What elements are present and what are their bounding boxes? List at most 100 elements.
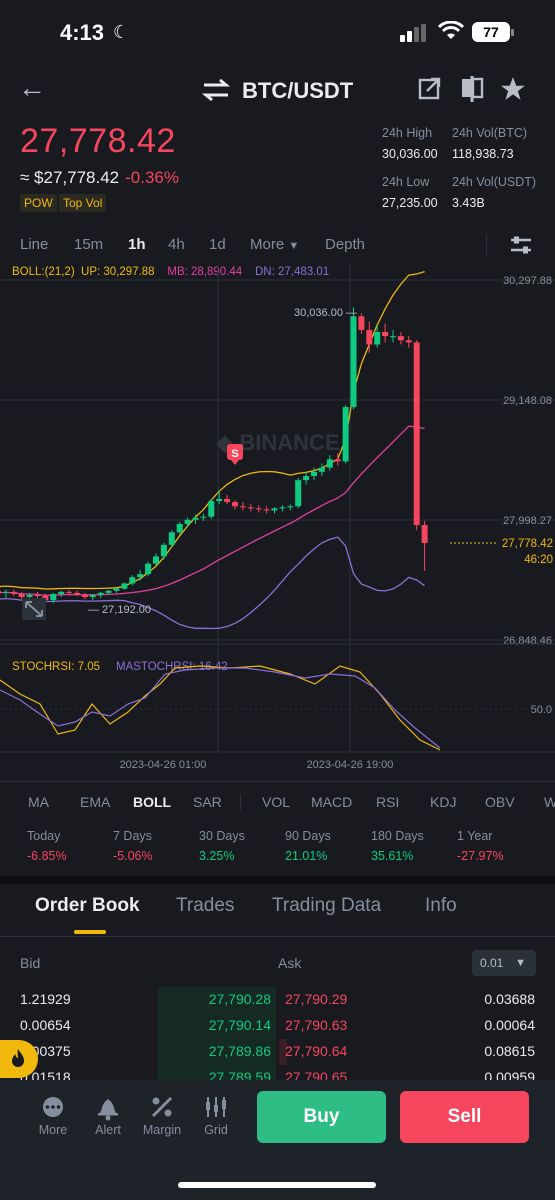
orderbook-row[interactable]: 0.00375 27,789.86 27,790.64 0.08615 — [0, 1039, 555, 1065]
candle-body — [239, 506, 246, 508]
candle-body — [342, 407, 349, 462]
tab-more[interactable]: More ▼ — [250, 236, 299, 253]
perf-label: 7 Days — [113, 829, 152, 843]
candle-body — [358, 316, 365, 330]
star-icon[interactable] — [500, 76, 526, 102]
current-price-label: 27,778.42 — [502, 538, 553, 550]
candle-body — [176, 523, 183, 533]
tab-trading-data[interactable]: Trading Data — [272, 895, 382, 916]
nav-margin[interactable]: Margin — [137, 1095, 187, 1137]
candle-body — [105, 590, 112, 593]
fire-fab[interactable] — [0, 1040, 38, 1078]
tab-4h[interactable]: 4h — [168, 236, 185, 253]
tag-top-vol[interactable]: Top Vol — [59, 194, 107, 212]
candle-body — [279, 507, 286, 509]
signal-marker-label: S — [231, 448, 238, 460]
back-arrow-icon[interactable]: ← — [18, 72, 46, 103]
ind-sar[interactable]: SAR — [193, 794, 222, 810]
boll-up: UP: 30,297.88 — [81, 266, 155, 278]
candle-body — [295, 480, 302, 507]
candle-body — [247, 507, 254, 509]
grid-bot-icon — [206, 1097, 226, 1117]
ind-boll[interactable]: BOLL — [133, 794, 172, 810]
nav-more[interactable]: More — [28, 1095, 78, 1137]
tab-1h[interactable]: 1h — [128, 236, 146, 253]
boll-mb: MB: 28,890.44 — [167, 266, 243, 278]
precision-value: 0.01 — [480, 956, 504, 970]
candle-body — [26, 594, 33, 598]
candle-body — [366, 329, 373, 345]
ind-obv[interactable]: OBV — [485, 794, 515, 810]
nav-margin-label: Margin — [142, 1123, 182, 1137]
wifi-icon — [438, 21, 464, 39]
more-dots-icon — [43, 1097, 63, 1117]
tab-depth[interactable]: Depth — [325, 236, 366, 253]
compare-icon[interactable] — [460, 76, 484, 102]
boll-dn: DN: 27,483.01 — [254, 266, 330, 278]
chart-settings-icon[interactable] — [510, 235, 532, 255]
candle-body — [121, 583, 128, 589]
stochrsi-d-label: MASTOCHRSI: 16.42 — [116, 661, 228, 673]
ind-wr[interactable]: WR — [544, 794, 555, 810]
pair-title[interactable]: BTC/USDT — [242, 78, 354, 103]
candle-body — [137, 574, 144, 578]
candle-body — [184, 519, 191, 524]
buy-button[interactable]: Buy — [257, 1091, 386, 1143]
tab-order-book[interactable]: Order Book — [35, 895, 140, 916]
status-bar: 4:13 ☾ 77 — [0, 0, 555, 66]
x-axis-label: 2023-04-26 19:00 — [307, 759, 394, 771]
swap-icon[interactable] — [202, 78, 230, 102]
bid-header: Bid — [20, 955, 41, 971]
ind-ma[interactable]: MA — [28, 794, 49, 810]
status-time: 4:13 — [60, 20, 105, 45]
boll-name: BOLL:(21,2) — [12, 266, 75, 278]
perf-label: 90 Days — [285, 829, 331, 843]
candle-body — [145, 563, 152, 575]
bid-qty: 0.00654 — [20, 1017, 71, 1033]
tab-info[interactable]: Info — [425, 895, 457, 916]
ind-vol[interactable]: VOL — [262, 794, 291, 810]
perf-label: 30 Days — [199, 829, 245, 843]
candle-body — [311, 471, 317, 476]
share-icon[interactable] — [418, 76, 442, 100]
orderbook-row[interactable]: 0.00654 27,790.14 27,790.63 0.00064 — [0, 1013, 555, 1039]
ind-macd[interactable]: MACD — [311, 794, 353, 810]
fire-icon — [12, 1049, 24, 1067]
usd-price: ≈ $27,778.42 — [20, 168, 120, 187]
candle-body — [10, 591, 17, 594]
stat-24h-vol-btc-value: 118,938.73 — [452, 147, 514, 161]
candle-body — [271, 508, 278, 511]
nav-alert[interactable]: Alert — [83, 1095, 133, 1137]
candle-body — [263, 509, 270, 511]
y-axis-label: 29,148.08 — [503, 395, 552, 407]
sell-button[interactable]: Sell — [400, 1091, 529, 1143]
ind-ema[interactable]: EMA — [80, 794, 111, 810]
ask-qty: 0.08615 — [484, 1043, 535, 1059]
candle-body — [160, 544, 167, 557]
stochrsi-k-line — [0, 665, 441, 751]
divider — [486, 234, 487, 256]
candle-body — [405, 340, 412, 343]
tab-15m[interactable]: 15m — [74, 236, 104, 253]
orderbook-row[interactable]: 1.21929 27,790.28 27,790.29 0.03688 — [0, 987, 555, 1013]
perf-value: -6.85% — [27, 849, 67, 863]
tag-pow[interactable]: POW — [20, 194, 57, 212]
perf-value: -27.97% — [457, 849, 504, 863]
stochrsi-d-line — [0, 667, 441, 749]
nav-grid[interactable]: Grid — [191, 1095, 241, 1137]
tab-1d[interactable]: 1d — [209, 236, 226, 253]
stochrsi-k-label: STOCHRSI: 7.05 — [12, 661, 100, 673]
candle-body — [413, 342, 420, 526]
ind-rsi[interactable]: RSI — [376, 794, 400, 810]
precision-select[interactable]: 0.01 ▼ — [472, 950, 536, 976]
candle-body — [255, 508, 262, 510]
candle-body — [208, 501, 215, 517]
candle-body — [397, 336, 404, 341]
ind-kdj[interactable]: KDJ — [430, 794, 457, 810]
tab-line[interactable]: Line — [20, 236, 49, 253]
ask-px: 27,790.29 — [285, 991, 348, 1007]
tab-trades[interactable]: Trades — [176, 895, 235, 916]
boll-lower-line — [0, 536, 425, 630]
price-usd-row: ≈ $27,778.42 -0.36% — [20, 168, 179, 188]
